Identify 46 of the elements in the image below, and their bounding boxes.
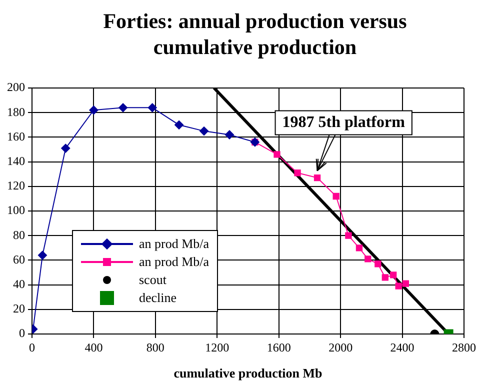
x-tick-label: 0 bbox=[29, 340, 35, 354]
point bbox=[224, 130, 234, 140]
point bbox=[61, 144, 70, 153]
x-tick-label: 1200 bbox=[205, 340, 230, 354]
x-tick-label: 1600 bbox=[266, 340, 291, 354]
y-tick-label: 120 bbox=[7, 178, 25, 193]
point bbox=[332, 192, 340, 200]
y-tick-label: 160 bbox=[7, 129, 25, 144]
x-tick-label: 2800 bbox=[452, 340, 476, 354]
y-tick-label: 80 bbox=[13, 228, 25, 242]
legend-label: an prod Mb/a bbox=[139, 236, 210, 252]
y-tick-label: 20 bbox=[13, 302, 25, 316]
point bbox=[374, 260, 382, 268]
x-tick-label: 2000 bbox=[328, 340, 353, 354]
point bbox=[395, 282, 402, 290]
legend-label: decline bbox=[139, 290, 177, 306]
point bbox=[390, 272, 397, 278]
point bbox=[89, 106, 98, 115]
point bbox=[148, 103, 157, 112]
point bbox=[314, 174, 321, 182]
annotation: 1987 5th platform bbox=[282, 114, 406, 131]
chart-title: Forties: annual production versus cumulative production bbox=[102, 8, 408, 60]
x-tick-label: 400 bbox=[84, 340, 103, 354]
point bbox=[402, 280, 410, 287]
y-tick-label: 40 bbox=[13, 276, 25, 291]
legend-label: scout bbox=[139, 272, 166, 288]
y-tick-label: 200 bbox=[7, 80, 25, 94]
x-axis-title: cumulative production Mb bbox=[174, 366, 322, 381]
y-tick-label: 100 bbox=[7, 203, 25, 218]
x-tick-label: 2400 bbox=[390, 340, 414, 354]
point bbox=[356, 244, 363, 252]
x-tick-label: 800 bbox=[146, 340, 164, 354]
point bbox=[174, 120, 184, 130]
y-tick-label: 140 bbox=[7, 154, 25, 168]
point bbox=[345, 232, 352, 239]
point bbox=[274, 151, 280, 158]
point bbox=[382, 274, 388, 281]
point bbox=[38, 250, 47, 260]
point bbox=[118, 103, 128, 112]
y-tick-label: 180 bbox=[7, 104, 25, 119]
point bbox=[200, 126, 209, 136]
point bbox=[294, 170, 301, 176]
legend-label: an prod Mb/a bbox=[139, 254, 210, 270]
point bbox=[364, 256, 372, 262]
y-tick-label: 0 bbox=[19, 326, 25, 340]
y-tick-label: 60 bbox=[13, 252, 25, 266]
